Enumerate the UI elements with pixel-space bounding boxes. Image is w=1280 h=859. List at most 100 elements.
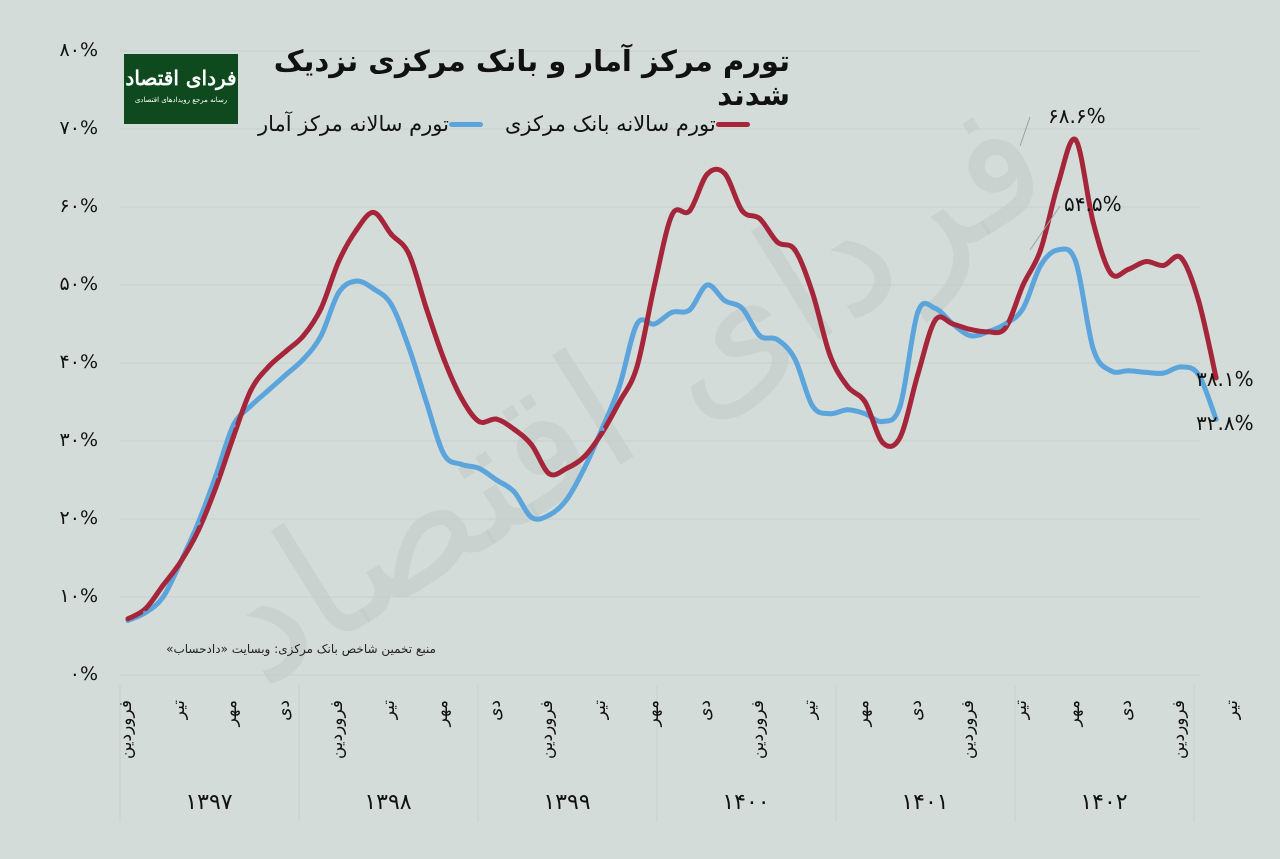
- data-point-s0-48: [967, 326, 973, 332]
- series-points: [125, 137, 1219, 623]
- data-point-s1-19: [458, 461, 464, 467]
- month-tick-label: مهر: [431, 700, 452, 727]
- data-point-s0-33: [704, 171, 710, 177]
- data-point-s0-20: [476, 419, 482, 424]
- data-point-s1-40: [827, 411, 833, 417]
- data-point-s0-34: [722, 170, 728, 176]
- logo-tagline: رسانه مرجع رویدادهای اقتصادی: [134, 96, 228, 104]
- y-tick-label: ۵۰%: [59, 273, 98, 295]
- data-point-s1-50: [1003, 321, 1008, 327]
- data-point-s1-27: [599, 426, 605, 432]
- month-tick-label: مهر: [221, 700, 242, 727]
- legend-swatch-cbi: [715, 121, 750, 127]
- data-point-s0-45: [915, 372, 921, 378]
- data-point-s0-42: [862, 399, 868, 405]
- data-point-s1-11: [318, 333, 324, 339]
- data-point-s0-57: [1125, 266, 1131, 272]
- data-point-s1-32: [687, 307, 693, 313]
- data-point-s0-51: [1020, 282, 1026, 288]
- data-point-s0-49: [985, 329, 991, 335]
- data-point-s0-0: [125, 616, 131, 622]
- y-tick-label: ۸۰%: [59, 39, 98, 61]
- data-point-s0-38: [792, 247, 798, 253]
- brand-logo: فردای اقتصاد رسانه مرجع رویدادهای اقتصاد…: [124, 54, 238, 124]
- data-point-s0-6: [230, 434, 236, 440]
- data-point-s1-46: [932, 305, 938, 311]
- data-point-s0-62: [1213, 375, 1219, 381]
- data-point-s0-18: [441, 356, 447, 362]
- data-point-s0-44: [897, 434, 903, 440]
- data-point-s1-25: [564, 497, 570, 502]
- data-point-s1-36: [757, 333, 763, 339]
- annotation-label: ۵۴.۵%: [1064, 192, 1122, 216]
- data-point-s0-3: [178, 559, 184, 565]
- month-tick-label: دی: [273, 700, 294, 721]
- y-tick-label: ۲۰%: [59, 507, 98, 529]
- data-point-s1-57: [1125, 368, 1131, 374]
- data-point-s0-9: [283, 348, 289, 354]
- data-point-s0-19: [458, 395, 464, 401]
- month-tick-label: تیر: [589, 700, 610, 720]
- month-tick-label: فروردین: [958, 700, 979, 760]
- source-note: منبع تخمین شاخص بانک مرکزی: وبسایت «دادح…: [166, 642, 436, 656]
- data-point-s1-8: [265, 387, 271, 393]
- data-point-s1-48: [967, 333, 973, 339]
- month-tick-label: مهر: [642, 700, 663, 727]
- data-point-s0-5: [213, 485, 219, 491]
- year-label: ۱۳۹۷: [185, 790, 233, 815]
- y-tick-label: ۴۰%: [59, 351, 98, 373]
- data-point-s0-17: [423, 305, 429, 311]
- data-point-s0-32: [687, 208, 693, 214]
- data-point-s1-39: [809, 403, 815, 409]
- data-point-s1-34: [722, 298, 728, 304]
- data-point-s0-36: [757, 216, 763, 222]
- data-point-s0-41: [845, 383, 851, 389]
- data-point-s1-5: [213, 473, 219, 479]
- data-point-s1-58: [1143, 369, 1149, 375]
- data-point-s0-1: [143, 606, 149, 612]
- y-tick-label: ۳۰%: [59, 429, 98, 451]
- data-point-s1-24: [546, 512, 552, 518]
- data-point-s1-31: [669, 309, 675, 315]
- data-point-s1-33: [704, 282, 710, 288]
- data-point-s0-30: [652, 282, 657, 288]
- data-point-s0-39: [809, 290, 815, 296]
- data-point-s0-27: [599, 430, 605, 436]
- data-point-s0-22: [511, 426, 517, 432]
- data-point-s1-35: [739, 305, 745, 311]
- data-point-s1-54: [1073, 259, 1079, 265]
- month-tick-label: مهر: [1274, 700, 1280, 727]
- data-point-s1-4: [195, 520, 201, 526]
- data-point-s0-61: [1196, 298, 1202, 304]
- data-point-s0-35: [739, 208, 745, 214]
- data-point-s1-37: [774, 337, 780, 343]
- month-tick-label: تیر: [379, 700, 400, 720]
- data-point-s1-21: [494, 477, 500, 483]
- data-point-s1-45: [915, 309, 921, 315]
- data-point-s0-23: [529, 442, 535, 448]
- data-point-s0-55: [1090, 220, 1096, 226]
- data-point-s0-37: [774, 239, 780, 245]
- data-point-s1-59: [1160, 370, 1166, 376]
- annotation-label: ۳۸.۱%: [1196, 367, 1254, 391]
- year-dividers: [119, 685, 1195, 822]
- data-point-s0-8: [265, 364, 271, 370]
- data-point-s0-52: [1038, 247, 1044, 253]
- data-point-s0-16: [406, 251, 412, 257]
- data-point-s1-2: [160, 594, 166, 600]
- data-point-s0-26: [581, 454, 587, 460]
- data-point-s0-12: [336, 259, 342, 265]
- month-tick-label: فروردین: [326, 700, 347, 760]
- month-tick-label: فروردین: [1169, 700, 1189, 760]
- data-point-s0-58: [1143, 259, 1149, 265]
- y-tick-label: ۶۰%: [59, 195, 98, 217]
- legend-item-sci: تورم سالانه مرکز آمار: [258, 110, 493, 138]
- data-point-s1-44: [897, 403, 903, 409]
- month-tick-label: دی: [695, 700, 716, 721]
- data-point-s1-42: [862, 411, 868, 417]
- data-point-s0-53: [1055, 181, 1061, 187]
- annotation-label: ۳۲.۸%: [1196, 411, 1254, 435]
- data-point-s1-14: [371, 286, 377, 292]
- legend-label-cbi: تورم سالانه بانک مرکزی: [505, 112, 716, 136]
- watermark-text: فردای اقتصاد: [178, 58, 1080, 725]
